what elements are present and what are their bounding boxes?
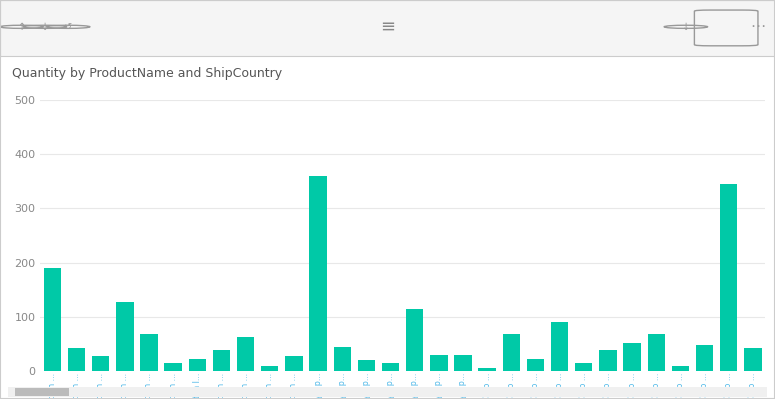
Bar bbox=[116, 302, 133, 371]
Text: ↓: ↓ bbox=[682, 22, 690, 32]
Text: ↑: ↑ bbox=[18, 22, 26, 32]
Bar bbox=[140, 334, 157, 371]
Text: ≡: ≡ bbox=[380, 18, 395, 36]
Text: ↺: ↺ bbox=[64, 22, 72, 32]
Text: ⋯: ⋯ bbox=[750, 19, 766, 34]
Bar bbox=[333, 347, 351, 371]
Bar bbox=[696, 345, 713, 371]
Bar bbox=[720, 184, 737, 371]
Bar bbox=[16, 388, 68, 396]
Text: ↓: ↓ bbox=[41, 22, 49, 32]
Bar bbox=[188, 359, 206, 371]
Bar bbox=[623, 343, 641, 371]
Bar bbox=[358, 360, 375, 371]
Bar bbox=[43, 268, 61, 371]
Bar bbox=[454, 355, 472, 371]
Bar bbox=[430, 355, 447, 371]
Bar bbox=[309, 176, 327, 371]
Bar bbox=[551, 322, 568, 371]
Bar bbox=[237, 338, 254, 371]
Bar bbox=[648, 334, 665, 371]
Bar bbox=[406, 309, 423, 371]
Bar bbox=[599, 350, 617, 371]
Bar bbox=[285, 356, 302, 371]
Bar bbox=[744, 348, 762, 371]
Bar bbox=[382, 363, 399, 371]
Bar bbox=[68, 348, 85, 371]
Bar bbox=[92, 356, 109, 371]
Bar bbox=[672, 365, 689, 371]
Bar bbox=[478, 368, 496, 371]
Bar bbox=[503, 334, 520, 371]
Bar bbox=[575, 363, 592, 371]
Bar bbox=[164, 363, 182, 371]
Bar bbox=[261, 365, 278, 371]
Bar bbox=[527, 359, 544, 371]
Bar bbox=[213, 350, 230, 371]
Text: Quantity by ProductName and ShipCountry: Quantity by ProductName and ShipCountry bbox=[12, 67, 282, 80]
